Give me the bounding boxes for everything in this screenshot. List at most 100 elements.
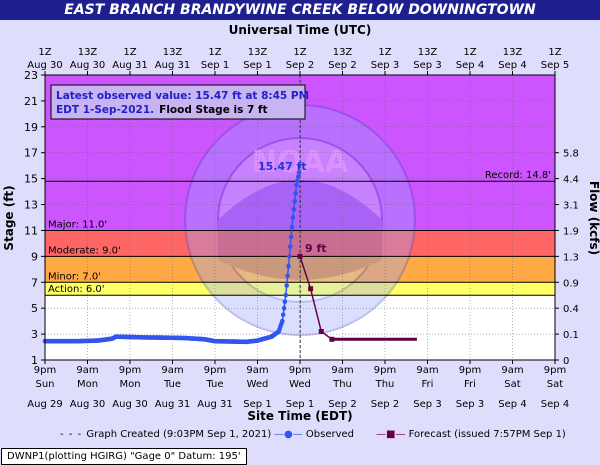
annotation-line2b: Flood Stage is 7 ft <box>159 104 267 116</box>
top-tick-time: 1Z <box>293 47 306 58</box>
annotation-line2a: EDT 1-Sep-2021. <box>56 104 154 116</box>
observed-point <box>294 183 299 188</box>
y2-tick-label: 1.9 <box>563 226 579 237</box>
observed-point <box>287 254 292 259</box>
x-tick-day: Mon <box>119 379 140 390</box>
observed-point <box>282 306 287 311</box>
x-tick-day: Fri <box>422 379 434 390</box>
observed-point <box>283 299 288 304</box>
top-tick-time: 13Z <box>333 47 353 58</box>
x-tick-date: Aug 29 <box>27 399 62 410</box>
observed-point <box>292 199 297 204</box>
x-tick-time: 9pm <box>34 365 56 376</box>
top-tick-time: 1Z <box>208 47 221 58</box>
x-tick-time: 9am <box>161 365 183 376</box>
peak-label: 15.47 ft <box>258 160 307 173</box>
observed-point <box>284 283 289 288</box>
observed-point <box>290 225 295 230</box>
y-tick-label: 5 <box>31 302 38 315</box>
y2-tick-label: 1.3 <box>563 252 579 263</box>
x-tick-date: Aug 31 <box>197 399 232 410</box>
x-tick-time: 9pm <box>459 365 481 376</box>
legend-graph-created: - - - Graph Created (9:03PM Sep 1, 2021) <box>60 429 271 440</box>
y-axis-title: Stage (ft) <box>2 185 16 250</box>
top-axis-title: Universal Time (UTC) <box>229 23 372 37</box>
observed-point <box>291 215 296 220</box>
observed-point <box>286 264 291 269</box>
top-tick-time: 1Z <box>548 47 561 58</box>
x-tick-date: Sep 4 <box>498 399 526 410</box>
y-tick-label: 17 <box>24 147 38 160</box>
x-tick-time: 9am <box>501 365 523 376</box>
flood-label-record: Record: 14.8' <box>485 170 551 181</box>
x-tick-day: Wed <box>247 379 269 390</box>
forecast-point <box>308 286 313 291</box>
x-tick-day: Sun <box>35 379 54 390</box>
x-tick-date: Sep 2 <box>371 399 399 410</box>
observed-point <box>285 274 290 279</box>
top-tick-date: Sep 2 <box>286 60 314 71</box>
top-tick-time: 1Z <box>463 47 476 58</box>
observed-point <box>284 293 289 298</box>
x-tick-time: 9pm <box>204 365 226 376</box>
x-tick-time: 9pm <box>374 365 396 376</box>
x-tick-time: 9pm <box>544 365 566 376</box>
hydrograph-chart: NOAA Action: 6.0'Minor: 7.0'Moderate: 9.… <box>0 0 600 425</box>
x-tick-date: Sep 3 <box>456 399 484 410</box>
svg-text:EDT 1-Sep-2021.Flood Stage is: EDT 1-Sep-2021. Flood Stage is 7 ft <box>56 104 268 116</box>
top-tick-time: 1Z <box>38 47 51 58</box>
y2-axis-title: Flow (kcfs) <box>587 181 600 255</box>
y2-tick-label: 3.1 <box>563 201 579 212</box>
top-tick-date: Aug 31 <box>112 60 147 71</box>
y-tick-label: 15 <box>24 173 38 186</box>
top-tick-date: Sep 4 <box>456 60 484 71</box>
flood-label-moderate: Moderate: 9.0' <box>48 245 121 256</box>
top-tick-time: 13Z <box>418 47 438 58</box>
observed-point <box>289 235 294 240</box>
y2-tick-label: 0.9 <box>563 278 579 289</box>
x-tick-date: Sep 4 <box>541 399 569 410</box>
x-tick-day: Wed <box>289 379 311 390</box>
forecast-point <box>319 329 324 334</box>
y2-tick-label: 0.4 <box>563 304 579 315</box>
y-tick-label: 7 <box>31 276 38 289</box>
x-tick-day: Fri <box>464 379 476 390</box>
observed-point <box>292 207 297 212</box>
x-tick-time: 9am <box>76 365 98 376</box>
x-tick-time: 9pm <box>289 365 311 376</box>
observed-point <box>296 174 301 179</box>
datum-footer: DWNP1(plotting HGIRG) "Gage 0" Datum: 19… <box>1 448 247 465</box>
top-tick-date: Sep 4 <box>498 60 526 71</box>
top-tick-time: 13Z <box>78 47 98 58</box>
x-tick-day: Sat <box>547 379 563 390</box>
x-tick-date: Aug 30 <box>70 399 105 410</box>
x-tick-time: 9am <box>246 365 268 376</box>
forecast-point <box>298 254 303 259</box>
x-tick-day: Tue <box>163 379 181 390</box>
legend: - - - Graph Created (9:03PM Sep 1, 2021)… <box>0 426 600 444</box>
y-tick-label: 19 <box>24 121 38 134</box>
top-tick-time: 1Z <box>378 47 391 58</box>
flood-label-minor: Minor: 7.0' <box>48 271 101 282</box>
x-tick-day: Tue <box>205 379 223 390</box>
y-tick-label: 9 <box>31 250 38 263</box>
observed-point <box>293 191 298 196</box>
top-tick-date: Aug 31 <box>155 60 190 71</box>
x-tick-day: Thu <box>332 379 352 390</box>
annotation-line1: Latest observed value: 15.47 ft at 8:45 … <box>56 90 309 102</box>
y2-tick-label: 0.1 <box>563 330 579 341</box>
x-tick-date: Sep 3 <box>413 399 441 410</box>
x-tick-day: Mon <box>77 379 98 390</box>
flood-label-major: Major: 11.0' <box>48 219 107 230</box>
x-tick-time: 9am <box>331 365 353 376</box>
forecast-crest-label: 9 ft <box>305 242 327 255</box>
top-tick-date: Aug 30 <box>27 60 62 71</box>
x-tick-date: Aug 30 <box>112 399 147 410</box>
top-tick-date: Sep 1 <box>201 60 229 71</box>
observed-point <box>288 244 293 249</box>
x-tick-day: Thu <box>375 379 395 390</box>
y2-tick-label: 4.4 <box>563 175 579 186</box>
top-tick-date: Aug 30 <box>70 60 105 71</box>
x-tick-date: Aug 31 <box>155 399 190 410</box>
x-tick-day: Sat <box>504 379 520 390</box>
